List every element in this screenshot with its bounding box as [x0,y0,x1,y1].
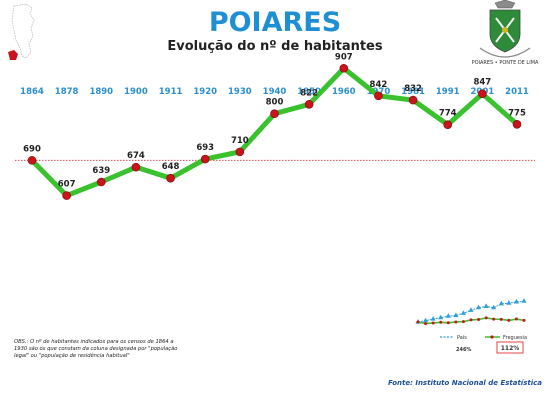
data-point [374,91,383,101]
data-label: 842 [370,80,388,90]
country-marker [438,314,444,320]
data-label: 648 [162,162,180,172]
parish-marker [492,317,496,321]
data-label: 774 [439,109,457,119]
portugal-map-icon [8,3,35,60]
source-credit: Fonte: Instituto Nacional de Estatística [388,379,542,387]
x-axis-years: 1864 1878 1890 1900 1911 1920 1930 1940 1950 1960… [20,87,529,97]
country-marker [460,310,467,315]
year-label: 1930 [228,87,252,97]
page-title: POIARES [209,7,341,38]
data-label: 775 [508,108,526,118]
year-label: 1864 [20,87,44,97]
country-marker [430,316,436,321]
year-label: 1940 [263,87,287,97]
data-point [235,147,245,157]
country-percent: 246% [456,347,471,353]
data-label: 693 [196,143,214,153]
country-legend-label: País [457,334,467,341]
year-label: 1960 [332,87,356,97]
data-point [200,154,210,164]
data-label: 832 [404,84,422,94]
parish-legend-marker [490,335,494,339]
country-marker [513,298,520,304]
data-point [131,162,141,172]
country-marker [453,312,459,318]
country-marker [506,300,512,305]
year-label: 1950 [297,87,321,97]
parish-marker [507,318,511,322]
population-markers [27,63,522,200]
data-point [512,119,522,129]
page-subtitle: Evolução do nº de habitantes [167,39,383,54]
year-label: 1920 [193,87,217,97]
parish-marker [439,320,443,324]
year-label: 1911 [159,87,183,97]
year-label: 1991 [436,87,460,97]
parish-legend-label: Freguesia [503,335,527,341]
country-marker [498,300,504,306]
footnote-line-1: OBS.: O nº de habitantes indicados para … [14,339,174,345]
data-label: 674 [127,151,145,161]
data-label: 907 [335,52,353,62]
data-point [443,120,453,130]
parish-marker [522,318,526,322]
country-marker [491,304,497,310]
data-point [62,191,71,200]
population-value-labels: 690 607 639 674 648 693 710 800 822 907 842 832 774 8… [23,52,526,189]
year-label: 1878 [55,87,79,97]
parish-marker [514,317,518,321]
data-label: 690 [23,144,41,154]
data-label: 607 [58,180,76,190]
data-point [408,95,418,105]
footnote-line-2: 1930 são os que constam da coluna design… [14,346,177,352]
data-point [96,177,106,187]
parish-marker [484,316,488,320]
parish-series [416,316,526,326]
parish-marker [469,318,473,322]
parish-marker [461,320,465,324]
country-marker [521,298,527,303]
parish-marker [446,321,450,325]
data-label: 710 [231,136,249,146]
comparison-mini-chart: País Freguesia 246% 112% [415,298,527,354]
country-marker [483,303,489,308]
year-label: 1900 [124,87,148,97]
footnote-line-3: legal" ou "população de residência habit… [14,352,130,359]
parish-marker [424,322,428,326]
parish-marker [431,321,435,325]
parish-marker [454,320,458,324]
data-label: 800 [266,98,284,108]
parish-marker [416,320,420,324]
coat-of-arms-icon: POIARES • PONTE DE LIMA [472,0,539,66]
country-marker [475,304,482,310]
country-marker [445,313,451,318]
data-label: 639 [92,166,110,176]
data-point [304,100,314,109]
parish-percent-box [496,341,524,354]
data-point [27,156,37,165]
year-label: 1890 [89,87,113,97]
data-point [270,109,279,118]
parish-marker [477,318,481,322]
parish-percent: 112% [501,345,520,352]
year-label: 2011 [505,87,529,97]
country-marker [422,317,429,323]
data-point [339,63,349,73]
country-marker [468,307,474,312]
crest-caption: POIARES • PONTE DE LIMA [472,60,539,66]
data-point [166,173,175,183]
footnote: OBS.: O nº de habitantes indicados para … [14,339,177,359]
year-label: 1981 [401,87,425,97]
data-point [478,89,487,99]
data-label: 847 [473,78,491,88]
data-label: 822 [300,88,318,98]
parish-marker [499,317,503,321]
